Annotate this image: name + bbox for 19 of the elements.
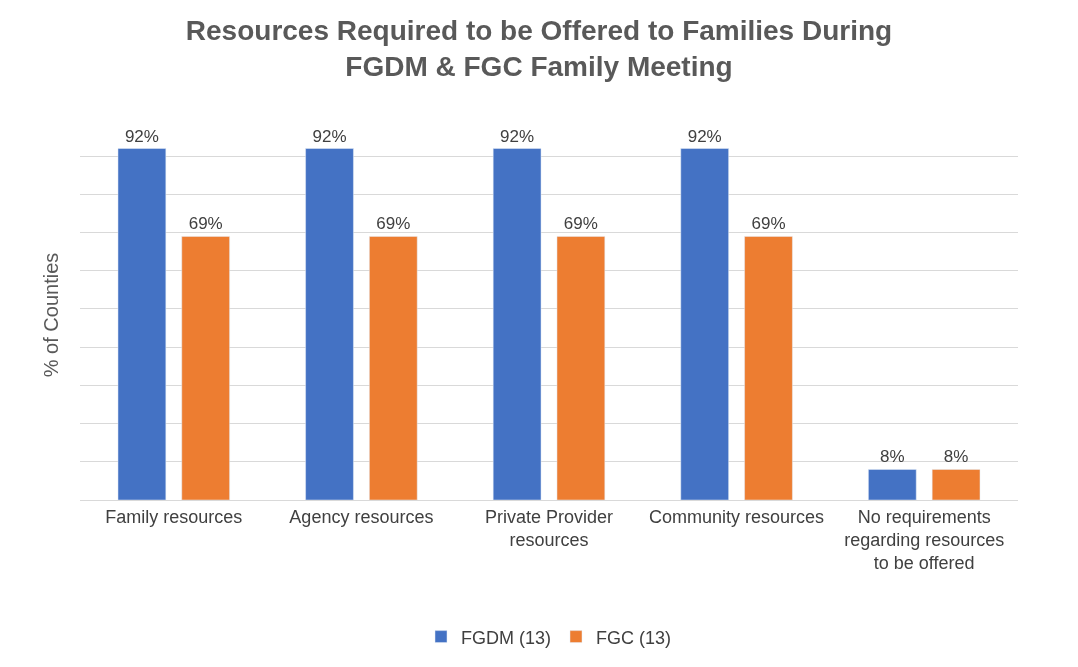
x-tick-label: Family resources (105, 506, 243, 527)
y-axis-title: % of Counties (39, 252, 62, 378)
legend-label: FGC (13) (596, 627, 672, 648)
legend-label: FGDM (13) (461, 627, 551, 648)
data-label: 69% (563, 214, 598, 234)
chart-title: Resources Required to be Offered to Families During FGDM & FGC Family Meeting (185, 15, 893, 83)
x-tick-label: Private Provider resources (484, 506, 614, 550)
data-label: 8% (943, 447, 969, 467)
data-label: 92% (124, 126, 159, 146)
data-label: 92% (500, 126, 535, 146)
data-label: 69% (751, 214, 786, 234)
x-tick-label: Agency resources (289, 506, 434, 527)
data-label: 8% (880, 447, 905, 467)
x-tick-label: Community resources (649, 506, 825, 527)
data-label: 69% (376, 214, 411, 234)
data-label: 92% (687, 126, 722, 146)
data-label: 92% (312, 126, 347, 146)
x-tick-label: No requirements regarding resources to be offered (844, 506, 1005, 574)
data-label: 69% (188, 214, 223, 234)
